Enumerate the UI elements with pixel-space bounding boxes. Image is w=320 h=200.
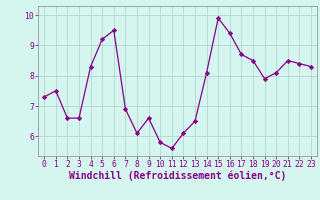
X-axis label: Windchill (Refroidissement éolien,°C): Windchill (Refroidissement éolien,°C) — [69, 171, 286, 181]
